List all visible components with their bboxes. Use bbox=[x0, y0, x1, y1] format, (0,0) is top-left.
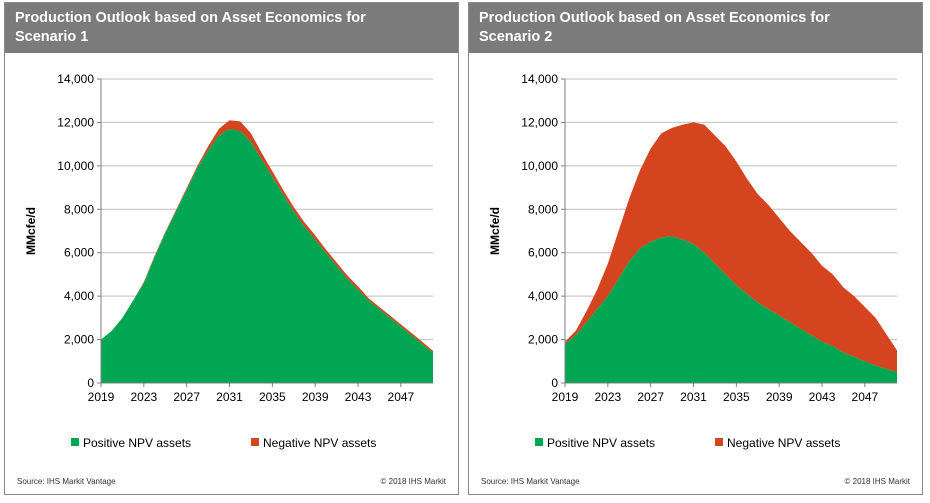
legend-label: Negative NPV assets bbox=[727, 436, 840, 450]
y-tick-label: 6,000 bbox=[64, 246, 94, 260]
legend-swatch bbox=[71, 438, 79, 446]
legend-swatch bbox=[715, 438, 723, 446]
x-tick-label: 2023 bbox=[130, 390, 157, 404]
y-tick-label: 2,000 bbox=[528, 333, 558, 347]
production-chart-scenario-2: 0 2,000 4,000 6,000 8,000 10,000 12,000 14,000 2… bbox=[488, 72, 897, 450]
source-note: Source: IHS Markit Vantage bbox=[17, 477, 116, 486]
legend-negative-npv-assets: Negative NPV assets bbox=[715, 436, 840, 450]
y-tick-label: 0 bbox=[87, 376, 94, 390]
production-chart-scenario-1: 0 2,000 4,000 6,000 8,000 10,000 12,000 14,000 2… bbox=[24, 72, 433, 450]
x-tick-label: 2043 bbox=[345, 390, 372, 404]
legend-positive-npv-assets: Positive NPV assets bbox=[535, 436, 655, 450]
x-tick-label: 2023 bbox=[594, 390, 621, 404]
legend-label: Negative NPV assets bbox=[263, 436, 376, 450]
panel-title-line-2: Scenario 2 bbox=[479, 29, 553, 45]
y-axis-label: MMcfe/d bbox=[24, 207, 38, 255]
y-tick-label: 8,000 bbox=[528, 202, 558, 216]
copyright-note: © 2018 IHS Markit bbox=[844, 477, 910, 486]
panel-title: Production Outlook based on Asset Econom… bbox=[5, 3, 458, 53]
y-tick-label: 12,000 bbox=[521, 115, 558, 129]
y-tick-label: 10,000 bbox=[521, 159, 558, 173]
y-tick-label: 4,000 bbox=[64, 289, 94, 303]
y-tick-label: 0 bbox=[551, 376, 558, 390]
panel-title-line-1: Production Outlook based on Asset Econom… bbox=[479, 10, 830, 26]
x-tick-label: 2031 bbox=[680, 390, 707, 404]
legend-negative-npv-assets: Negative NPV assets bbox=[251, 436, 376, 450]
y-tick-label: 8,000 bbox=[64, 202, 94, 216]
chart-panel-scenario-1: Production Outlook based on Asset Econom… bbox=[4, 2, 459, 495]
area-negative-npv-assets bbox=[565, 122, 897, 373]
legend-swatch bbox=[535, 438, 543, 446]
x-tick-label: 2043 bbox=[809, 390, 836, 404]
x-tick-label: 2035 bbox=[723, 390, 750, 404]
copyright-note: © 2018 IHS Markit bbox=[380, 477, 446, 486]
y-tick-label: 6,000 bbox=[528, 246, 558, 260]
x-tick-label: 2019 bbox=[552, 390, 579, 404]
x-tick-label: 2039 bbox=[302, 390, 329, 404]
x-tick-label: 2047 bbox=[388, 390, 415, 404]
x-tick-label: 2027 bbox=[173, 390, 200, 404]
x-tick-label: 2019 bbox=[88, 390, 115, 404]
area-positive-npv-assets bbox=[101, 128, 433, 383]
chart-panel-scenario-2: Production Outlook based on Asset Econom… bbox=[468, 2, 923, 495]
y-tick-label: 2,000 bbox=[64, 333, 94, 347]
panel-title: Production Outlook based on Asset Econom… bbox=[469, 3, 922, 53]
area-positive-npv-assets bbox=[565, 236, 897, 383]
legend-label: Positive NPV assets bbox=[547, 436, 655, 450]
x-tick-label: 2027 bbox=[637, 390, 664, 404]
y-axis-label: MMcfe/d bbox=[488, 207, 502, 255]
x-tick-label: 2031 bbox=[216, 390, 243, 404]
area-negative-npv-assets bbox=[101, 120, 433, 353]
y-tick-label: 10,000 bbox=[57, 159, 94, 173]
source-note: Source: IHS Markit Vantage bbox=[481, 477, 580, 486]
legend-positive-npv-assets: Positive NPV assets bbox=[71, 436, 191, 450]
y-tick-label: 14,000 bbox=[57, 72, 94, 86]
y-tick-label: 12,000 bbox=[57, 115, 94, 129]
y-tick-label: 4,000 bbox=[528, 289, 558, 303]
x-tick-label: 2035 bbox=[259, 390, 286, 404]
legend-label: Positive NPV assets bbox=[83, 436, 191, 450]
panel-title-line-1: Production Outlook based on Asset Econom… bbox=[15, 10, 366, 26]
y-tick-label: 14,000 bbox=[521, 72, 558, 86]
x-tick-label: 2039 bbox=[766, 390, 793, 404]
x-tick-label: 2047 bbox=[852, 390, 879, 404]
legend-swatch bbox=[251, 438, 259, 446]
panel-title-line-2: Scenario 1 bbox=[15, 29, 89, 45]
